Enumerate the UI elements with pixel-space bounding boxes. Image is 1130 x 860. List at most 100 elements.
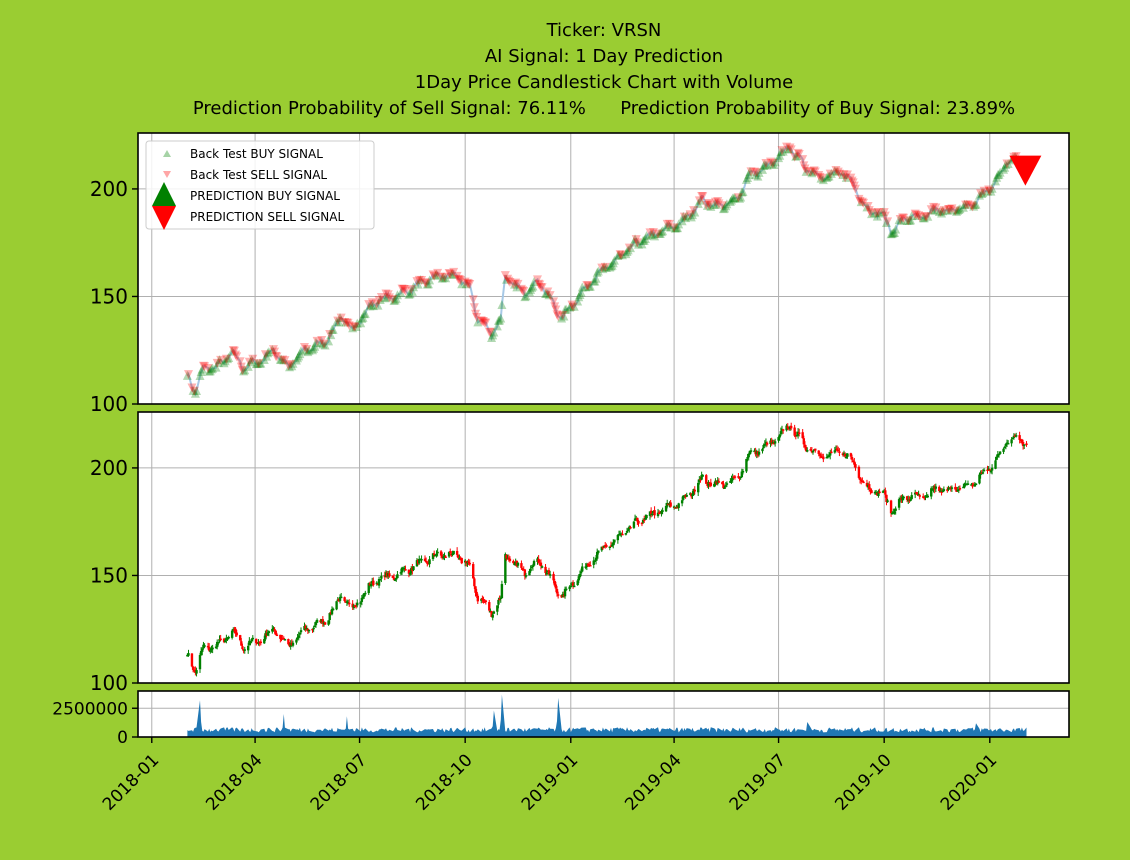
backtest-buy-marker (994, 169, 1004, 179)
backtest-buy-marker (375, 295, 385, 305)
volume-panel-frame (137, 690, 1070, 738)
backtest-buy-marker (647, 229, 657, 239)
candle-body (238, 635, 242, 641)
backtest-buy-marker (841, 172, 851, 182)
backtest-sell-marker (216, 355, 226, 365)
backtest-buy-marker (726, 195, 736, 205)
candle-body (279, 634, 282, 639)
backtest-sell-marker (665, 219, 675, 229)
backtest-sell-marker (800, 164, 810, 174)
candle-body (891, 513, 894, 515)
candle-body (314, 621, 318, 626)
backtest-sell-marker (420, 278, 430, 288)
candle-body (243, 649, 246, 651)
backtest-sell-marker (710, 197, 720, 207)
backtest-sell-marker (961, 200, 971, 210)
legend-backtest-sell-icon (163, 171, 171, 178)
backtest-buy-marker (999, 164, 1009, 174)
backtest-buy-marker (557, 313, 567, 323)
backtest-sell-marker (484, 327, 494, 337)
title-line-probabilities: Prediction Probability of Sell Signal: 7… (193, 98, 1015, 119)
backtest-sell-marker (229, 346, 239, 356)
backtest-buy-marker (227, 346, 237, 356)
backtest-sell-marker (793, 148, 803, 158)
candle-body (199, 650, 203, 656)
volume-panel-y-ticks: 0 2500000 (52, 699, 138, 748)
backtest-buy-marker (934, 206, 944, 216)
candle-body (722, 483, 725, 489)
candle-body (643, 519, 646, 521)
candle-body (218, 639, 221, 642)
candle-body (829, 452, 832, 456)
backtest-sell-marker (786, 145, 796, 155)
backtest-buy-marker (275, 354, 285, 364)
candle-body (741, 470, 745, 473)
candle-body (187, 653, 190, 656)
backtest-buy-marker (978, 188, 988, 198)
backtest-sell-marker (697, 191, 707, 201)
candle-body (773, 441, 777, 444)
candle-body (641, 519, 645, 523)
backtest-buy-marker (738, 186, 748, 196)
candle-body (958, 487, 962, 490)
backtest-sell-marker (846, 173, 856, 183)
backtest-buy-marker (473, 317, 483, 327)
backtest-buy-marker (263, 348, 273, 358)
legend-label-backtest-sell: Back Test SELL SIGNAL (190, 168, 327, 182)
backtest-buy-marker (318, 339, 328, 349)
candle-body (874, 491, 878, 494)
candle-body (375, 582, 378, 585)
candle-body (918, 495, 921, 497)
backtest-sell-marker (480, 318, 490, 328)
backtest-buy-marker (591, 273, 601, 283)
candle-body (408, 573, 412, 575)
backtest-buy-marker (574, 292, 584, 302)
backtest-buy-marker (211, 362, 221, 372)
backtest-sell-marker (543, 287, 553, 297)
backtest-sell-marker (568, 302, 578, 312)
backtest-buy-marker (784, 144, 794, 154)
backtest-sell-marker (500, 271, 510, 281)
candle-body (700, 474, 703, 480)
candle-body (504, 554, 507, 584)
candle-body (644, 517, 647, 520)
backtest-sell-marker (212, 358, 222, 368)
backtest-buy-marker (510, 279, 520, 289)
candle-body (636, 517, 639, 522)
candle-body (435, 553, 438, 556)
backtest-buy-marker (622, 247, 632, 257)
backtest-sell-marker (465, 279, 475, 289)
candle-body (283, 639, 287, 641)
backtest-buy-marker (576, 287, 586, 297)
backtest-sell-marker (534, 279, 544, 289)
candle-body (612, 542, 615, 546)
backtest-buy-marker (894, 215, 904, 225)
candle-body (593, 560, 597, 562)
backtest-sell-marker (768, 158, 778, 168)
title-line-signal: AI Signal: 1 Day Prediction (485, 46, 723, 67)
backtest-buy-marker (722, 199, 732, 209)
backtest-buy-marker (409, 282, 419, 292)
candle-body (338, 596, 342, 601)
backtest-buy-marker (423, 279, 433, 289)
backtest-buy-marker (678, 211, 688, 221)
backtest-sell-marker (198, 361, 208, 371)
candle-body (579, 571, 583, 574)
backtest-sell-marker (312, 336, 322, 346)
backtest-sell-marker (976, 189, 986, 199)
backtest-buy-marker (623, 245, 633, 255)
backtest-buy-marker (348, 323, 358, 333)
candle-body (364, 592, 367, 595)
candle-body (248, 640, 251, 646)
backtest-buy-marker (791, 151, 801, 161)
backtest-buy-marker (259, 355, 269, 365)
candle-body (563, 588, 567, 597)
figure-title: Ticker: VRSN AI Signal: 1 Day Prediction… (193, 20, 1015, 119)
backtest-sell-marker (679, 212, 689, 222)
candle-body (778, 434, 781, 438)
backtest-buy-marker (617, 250, 627, 260)
candle-body (941, 490, 944, 493)
backtest-sell-marker (616, 250, 626, 260)
backtest-sell-marker (549, 297, 559, 307)
backtest-buy-marker (637, 239, 647, 249)
